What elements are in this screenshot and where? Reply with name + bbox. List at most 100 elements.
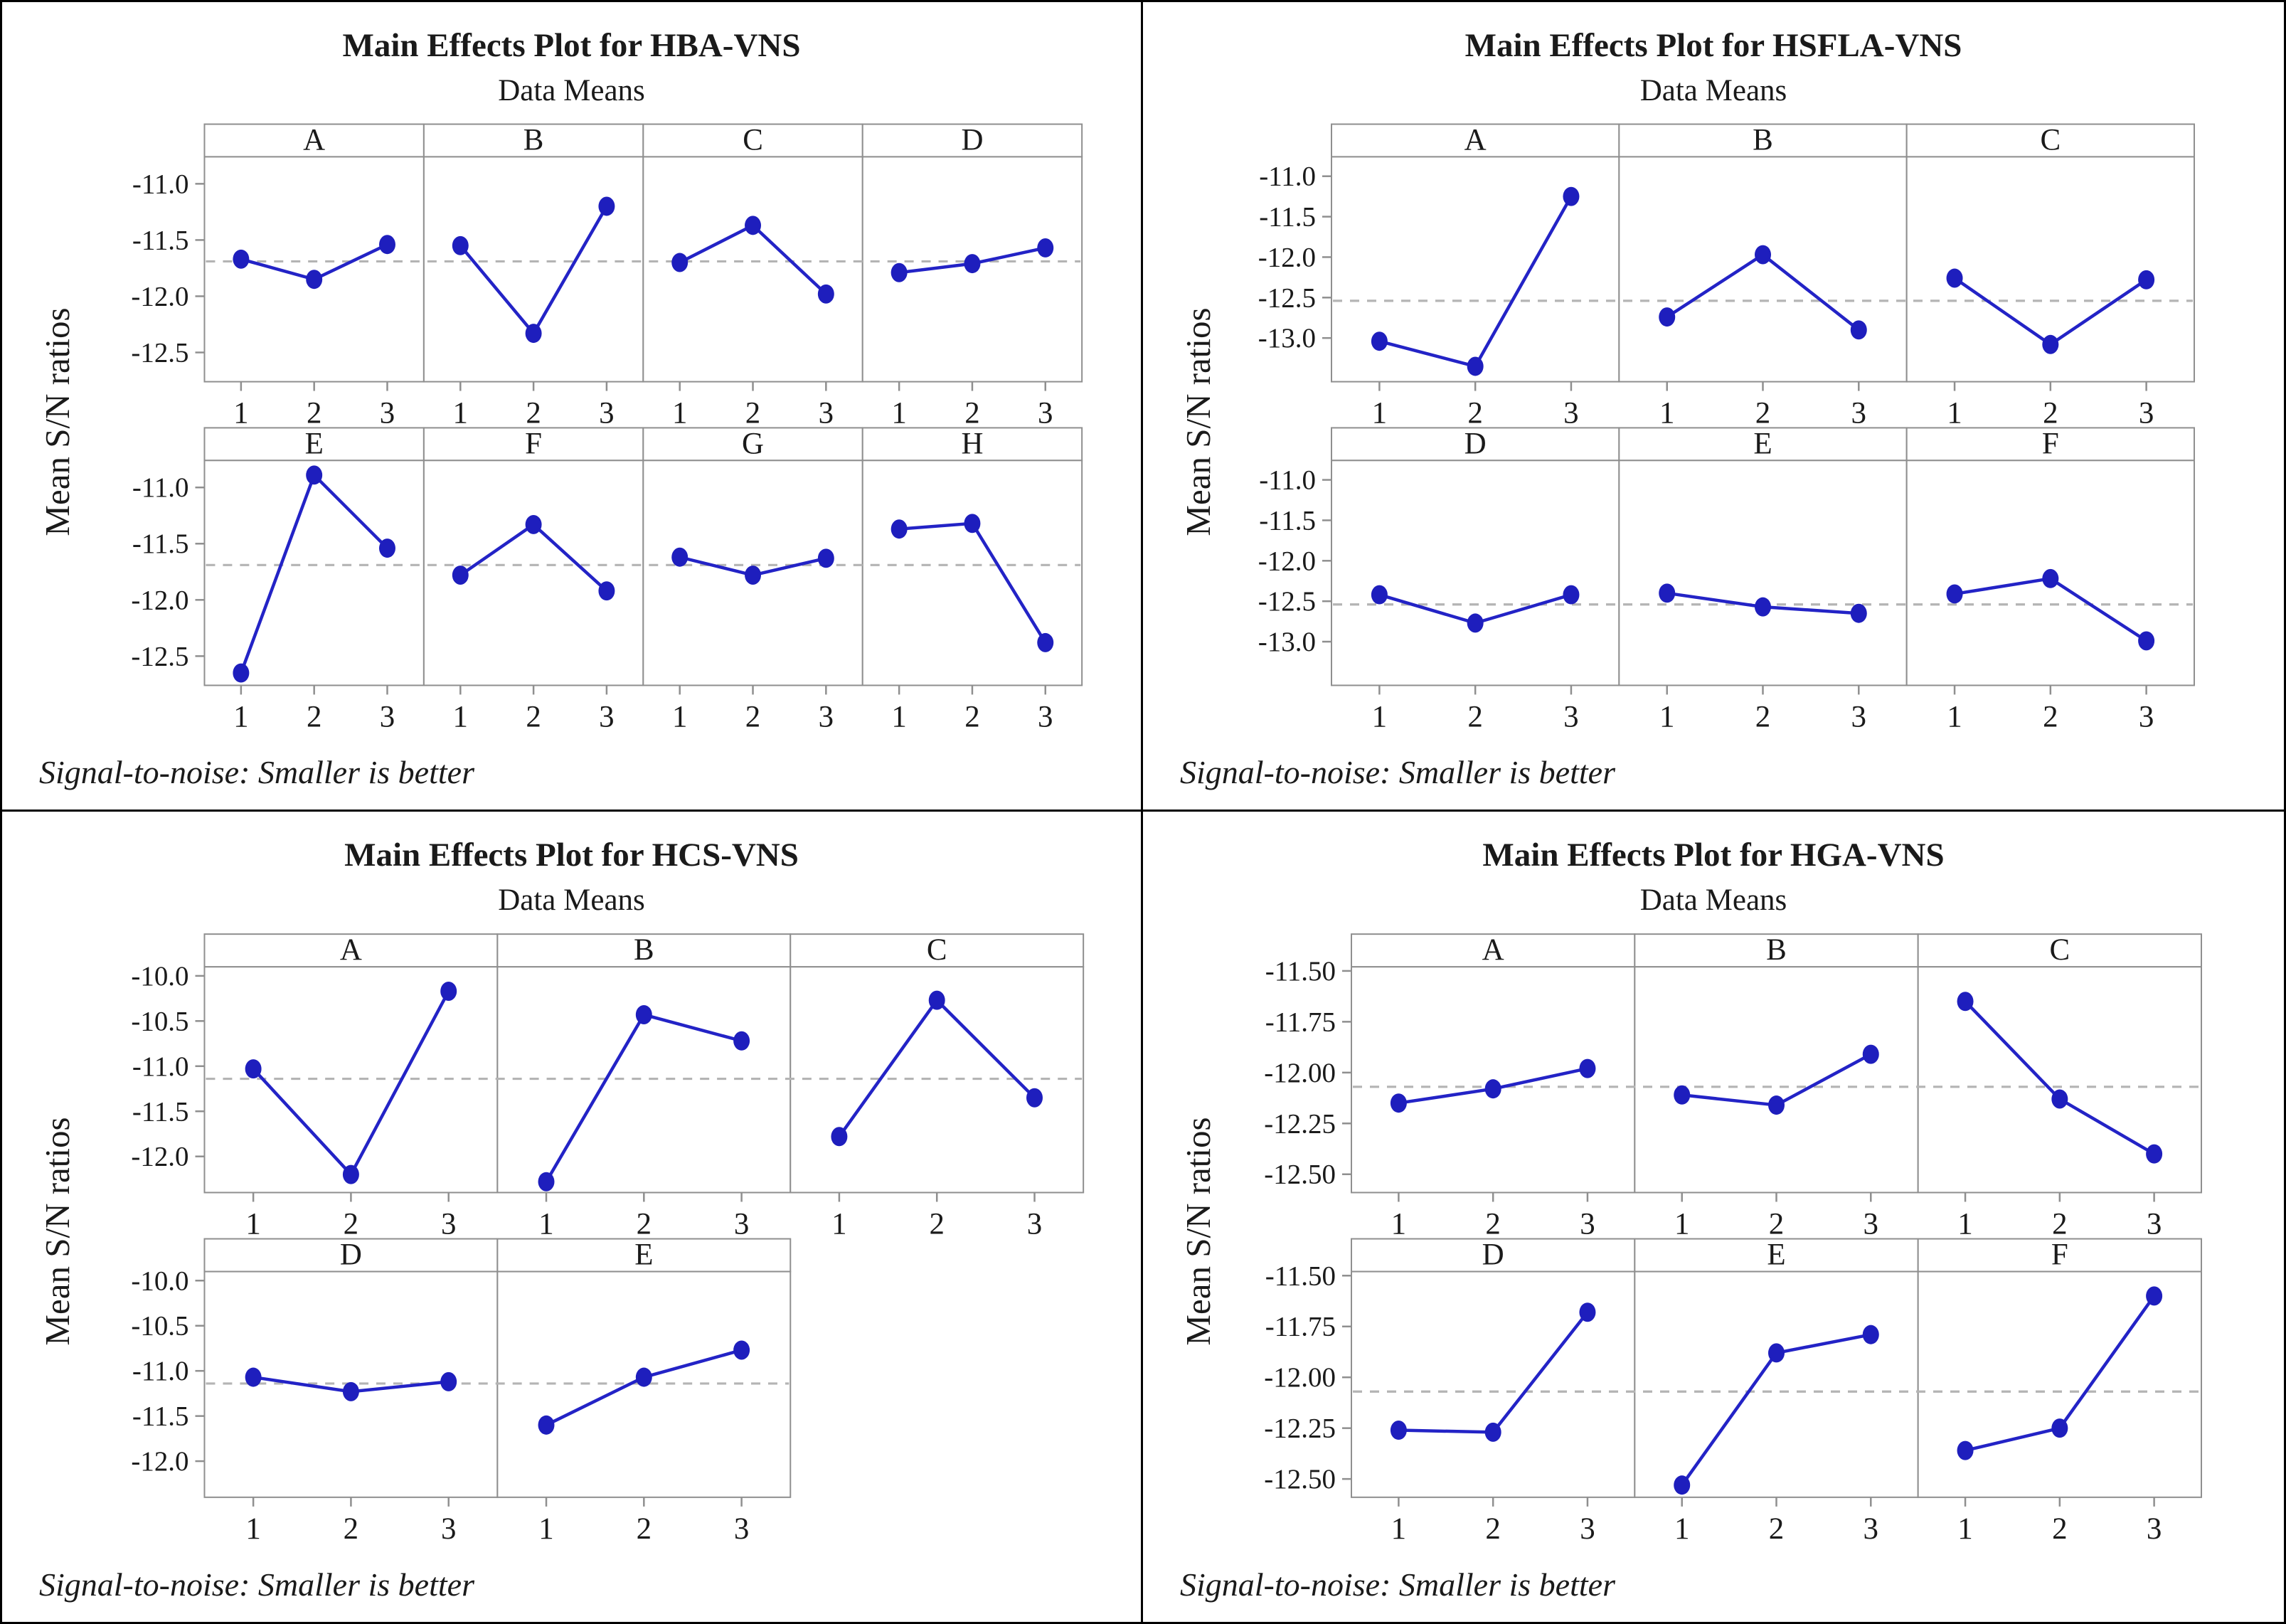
xtick-text: 1 xyxy=(672,396,687,430)
strip-text: A xyxy=(340,933,362,967)
tick-text: -13.0 xyxy=(1258,627,1316,657)
xtick-text: 1 xyxy=(831,1207,846,1241)
chart-title: Main Effects Plot for HGA-VNS xyxy=(1482,837,1945,874)
tick-text: -12.00 xyxy=(1264,1058,1336,1088)
tick-text: -11.75 xyxy=(1265,1312,1336,1342)
footer-note: Signal-to-noise: Smaller is better xyxy=(39,754,474,790)
chart-title: Main Effects Plot for HSFLA-VNS xyxy=(1464,27,1962,64)
strip-text: C xyxy=(2040,124,2061,157)
strip-text: E xyxy=(305,427,324,460)
tick-text: -11.75 xyxy=(1265,1007,1336,1037)
xtick-text: 2 xyxy=(964,396,979,430)
xtick-text: 1 xyxy=(1947,700,1962,733)
tick-text: -10.0 xyxy=(131,1265,188,1296)
xtick-text: 1 xyxy=(1659,396,1674,430)
strip-text: A xyxy=(303,123,325,156)
tick-text: -12.25 xyxy=(1264,1413,1336,1444)
chart-subtitle: Data Means xyxy=(498,74,645,107)
footer-note: Signal-to-noise: Smaller is better xyxy=(39,1566,474,1603)
xtick-text: 2 xyxy=(307,700,321,733)
xtick-text: 1 xyxy=(233,396,248,430)
tick-text: -10.5 xyxy=(131,1006,188,1036)
xtick-text: 1 xyxy=(245,1512,260,1546)
chart-title: Main Effects Plot for HCS-VNS xyxy=(344,837,799,874)
xtick-text: 2 xyxy=(1755,396,1770,430)
xtick-text: 3 xyxy=(734,1207,749,1241)
tick-text: -11.5 xyxy=(132,1096,189,1127)
tick-text: -11.5 xyxy=(132,1401,189,1432)
tick-text: -11.5 xyxy=(1259,202,1316,233)
tick-text: -11.0 xyxy=(132,1051,189,1082)
chart-subtitle: Data Means xyxy=(1639,883,1787,917)
xtick-text: 2 xyxy=(526,396,541,430)
plot-area: A B C -11.50 -11.75 -12.00 -12.25 -12.50 1 2 3 1 2 3 1… xyxy=(1264,933,2202,1546)
tick-text: -12.0 xyxy=(131,1446,188,1477)
tick-text: -12.00 xyxy=(1264,1362,1336,1393)
strip-text: E xyxy=(1767,1238,1785,1272)
xtick-text: 1 xyxy=(453,700,468,733)
xtick-text: 2 xyxy=(964,700,979,733)
tick-text: -12.25 xyxy=(1264,1108,1336,1139)
xtick-text: 3 xyxy=(441,1512,456,1546)
xtick-text: 2 xyxy=(2043,700,2058,733)
tick-text: -11.5 xyxy=(1259,505,1316,536)
footer-note: Signal-to-noise: Smaller is better xyxy=(1180,754,1615,790)
strip-text: E xyxy=(634,1238,653,1272)
xtick-text: 2 xyxy=(1485,1512,1500,1546)
chart-hba-vns: Main Effects Plot for HBA-VNS Data Means… xyxy=(2,2,1143,812)
xtick-text: 3 xyxy=(1038,700,1053,733)
strip-text: C xyxy=(743,123,763,156)
strip-text: C xyxy=(927,933,947,967)
xtick-text: 1 xyxy=(1391,1208,1406,1241)
xtick-text: 3 xyxy=(1580,1512,1595,1546)
xtick-text: 1 xyxy=(1674,1208,1689,1241)
xtick-text: 1 xyxy=(1372,700,1387,733)
tick-text: -12.0 xyxy=(131,585,188,615)
xtick-text: 3 xyxy=(819,396,834,430)
tick-text: -12.5 xyxy=(131,641,188,672)
tick-text: -12.50 xyxy=(1264,1159,1336,1190)
strip-text: H xyxy=(961,427,983,460)
plot-area: A B C -11.0 -11.5 -12.0 -12.5 -13.0 1 2 3 1 2 3 1 2 3 D E F… xyxy=(1258,124,2195,733)
chart-subtitle: Data Means xyxy=(1639,74,1787,107)
strip-text: F xyxy=(2042,427,2059,460)
tick-text: -11.0 xyxy=(132,169,189,199)
plot-area: A B C D -11.0 -11.5 -12.0 -12.5 1 2 3 1 2 3 1 2 3 1 2 3 E F G H… xyxy=(131,123,1083,733)
xtick-text: 3 xyxy=(1864,1208,1878,1241)
xtick-text: 2 xyxy=(344,1512,358,1546)
xtick-text: 1 xyxy=(672,700,687,733)
xtick-text: 3 xyxy=(2147,1512,2162,1546)
strip-text: A xyxy=(1464,124,1487,157)
tick-text: -11.50 xyxy=(1265,1261,1336,1291)
tick-text: -12.0 xyxy=(1258,242,1316,272)
tick-text: -12.5 xyxy=(1258,282,1316,313)
xtick-text: 2 xyxy=(1467,700,1482,733)
footer-note: Signal-to-noise: Smaller is better xyxy=(1180,1566,1615,1603)
xtick-text: 3 xyxy=(1864,1512,1878,1546)
xtick-text: 3 xyxy=(1563,700,1578,733)
xtick-text: 1 xyxy=(538,1512,553,1546)
tick-text: -11.0 xyxy=(1259,161,1316,192)
chart-hcs-vns: Main Effects Plot for HCS-VNS Data Means… xyxy=(2,812,1143,1622)
xtick-text: 3 xyxy=(599,700,614,733)
tick-text: -11.0 xyxy=(132,1356,189,1386)
plot-area: A B C -10.0 -10.5 -11.0 -11.5 -12.0 1 2 3 1 2 3 1 2 3 D E -… xyxy=(131,933,1085,1546)
xtick-text: 1 xyxy=(1391,1512,1406,1546)
tick-text: -12.50 xyxy=(1264,1464,1336,1495)
tick-text: -11.0 xyxy=(1259,465,1316,496)
xtick-text: 2 xyxy=(344,1207,358,1241)
strip-text: D xyxy=(961,123,983,156)
tick-text: -11.5 xyxy=(132,225,189,255)
chart-hga-vns: Main Effects Plot for HGA-VNS Data Means… xyxy=(1143,812,2284,1622)
strip-text: B xyxy=(1753,124,1773,157)
xtick-text: 2 xyxy=(637,1207,652,1241)
tick-text: -11.5 xyxy=(132,529,189,559)
xtick-text: 2 xyxy=(1769,1512,1784,1546)
strip-text: B xyxy=(1766,933,1787,967)
xtick-text: 1 xyxy=(891,700,906,733)
tick-text: -13.0 xyxy=(1258,323,1316,354)
xtick-text: 1 xyxy=(538,1207,553,1241)
xtick-text: 3 xyxy=(1851,700,1866,733)
strip-text: D xyxy=(1482,1238,1504,1272)
